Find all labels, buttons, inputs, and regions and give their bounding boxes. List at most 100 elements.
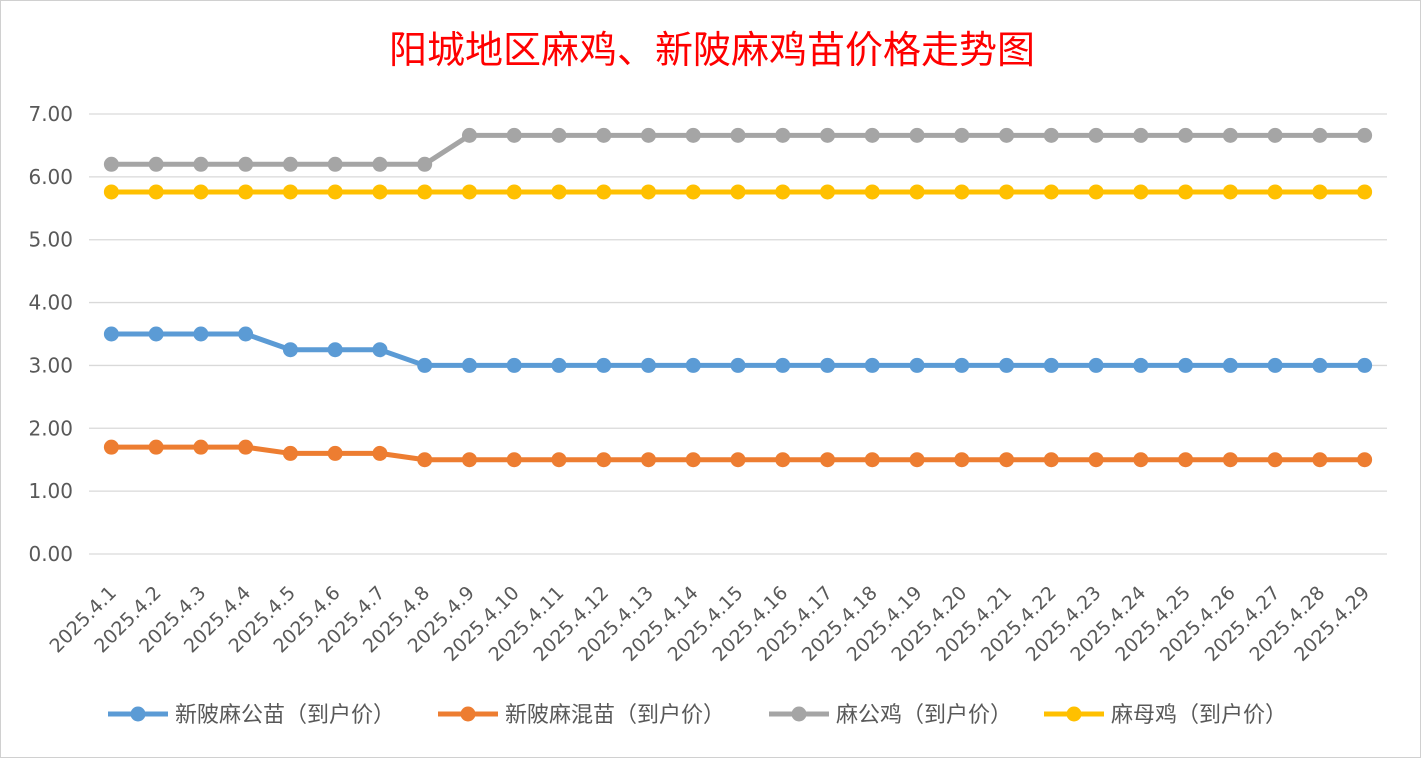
data-point bbox=[1178, 452, 1194, 468]
data-point bbox=[640, 452, 656, 468]
data-point bbox=[730, 452, 746, 468]
data-point bbox=[775, 452, 791, 468]
data-point bbox=[1222, 357, 1238, 373]
data-point bbox=[999, 357, 1015, 373]
data-point bbox=[103, 439, 119, 455]
data-point bbox=[193, 156, 209, 172]
data-point bbox=[1357, 127, 1373, 143]
data-point bbox=[1178, 184, 1194, 200]
data-point bbox=[954, 127, 970, 143]
data-point bbox=[417, 357, 433, 373]
gridlines bbox=[89, 113, 1387, 555]
y-tick-label: 7.00 bbox=[28, 102, 73, 126]
legend-entry: 麻母鸡（到户价） bbox=[1044, 703, 1287, 728]
series-4 bbox=[103, 184, 1373, 200]
data-point bbox=[685, 127, 701, 143]
data-point bbox=[1088, 452, 1104, 468]
data-point bbox=[1088, 357, 1104, 373]
y-tick-label: 1.00 bbox=[28, 479, 73, 503]
data-point bbox=[327, 342, 343, 358]
data-point bbox=[1267, 127, 1283, 143]
data-point bbox=[417, 184, 433, 200]
data-point bbox=[999, 184, 1015, 200]
data-point bbox=[417, 156, 433, 172]
data-point bbox=[1088, 184, 1104, 200]
data-point bbox=[282, 445, 298, 461]
data-point bbox=[909, 184, 925, 200]
data-point bbox=[909, 357, 925, 373]
data-point bbox=[148, 184, 164, 200]
data-point bbox=[1312, 184, 1328, 200]
data-point bbox=[506, 357, 522, 373]
data-point bbox=[1222, 127, 1238, 143]
chart-title: 阳城地区麻鸡、新陂麻鸡苗价格走势图 bbox=[389, 28, 1035, 72]
data-point bbox=[193, 439, 209, 455]
data-point bbox=[461, 127, 477, 143]
y-tick-label: 2.00 bbox=[28, 416, 73, 440]
data-point bbox=[1357, 452, 1373, 468]
data-point bbox=[1267, 452, 1283, 468]
data-point bbox=[820, 357, 836, 373]
data-point bbox=[1043, 127, 1059, 143]
y-tick-label: 3.00 bbox=[28, 353, 73, 377]
data-point bbox=[417, 452, 433, 468]
data-point bbox=[193, 326, 209, 342]
data-point bbox=[193, 184, 209, 200]
legend-entry: 新陂麻公苗（到户价） bbox=[108, 703, 395, 728]
legend-label: 新陂麻公苗（到户价） bbox=[175, 703, 395, 728]
data-point bbox=[730, 127, 746, 143]
y-axis-tick-labels: 0.00 1.00 2.00 3.00 4.00 5.00 6.00 7.00 bbox=[28, 102, 73, 566]
data-point bbox=[238, 184, 254, 200]
data-point bbox=[103, 326, 119, 342]
series-1 bbox=[103, 326, 1373, 373]
data-point bbox=[282, 342, 298, 358]
data-point bbox=[148, 156, 164, 172]
legend: 新陂麻公苗（到户价） 新陂麻混苗（到户价） 麻公鸡（到户价） 麻母鸡（到户价） bbox=[108, 703, 1287, 728]
data-point bbox=[864, 357, 880, 373]
data-point bbox=[372, 156, 388, 172]
data-point bbox=[506, 184, 522, 200]
legend-marker bbox=[791, 706, 807, 722]
data-point bbox=[238, 439, 254, 455]
data-point bbox=[1043, 452, 1059, 468]
data-point bbox=[461, 452, 477, 468]
data-point bbox=[282, 156, 298, 172]
data-point bbox=[730, 357, 746, 373]
data-point bbox=[1133, 127, 1149, 143]
data-point bbox=[1178, 357, 1194, 373]
legend-marker bbox=[130, 706, 146, 722]
data-point bbox=[506, 452, 522, 468]
data-point bbox=[327, 445, 343, 461]
data-point bbox=[596, 127, 612, 143]
data-point bbox=[327, 156, 343, 172]
data-point bbox=[327, 184, 343, 200]
data-point bbox=[551, 452, 567, 468]
data-point bbox=[954, 184, 970, 200]
data-point bbox=[1312, 452, 1328, 468]
data-point bbox=[596, 184, 612, 200]
data-point bbox=[640, 184, 656, 200]
data-point bbox=[1312, 127, 1328, 143]
data-point bbox=[461, 184, 477, 200]
data-point bbox=[999, 452, 1015, 468]
y-tick-label: 6.00 bbox=[28, 165, 73, 189]
data-point bbox=[954, 452, 970, 468]
data-point bbox=[1222, 452, 1238, 468]
data-point bbox=[909, 452, 925, 468]
data-point bbox=[551, 357, 567, 373]
data-point bbox=[820, 452, 836, 468]
data-point bbox=[596, 452, 612, 468]
data-point bbox=[640, 127, 656, 143]
series-2 bbox=[103, 439, 1373, 468]
data-point bbox=[148, 326, 164, 342]
data-point bbox=[238, 326, 254, 342]
series-lines bbox=[103, 127, 1373, 468]
data-point bbox=[1133, 452, 1149, 468]
data-point bbox=[640, 357, 656, 373]
data-point bbox=[864, 184, 880, 200]
legend-entry: 新陂麻混苗（到户价） bbox=[438, 703, 725, 728]
data-point bbox=[148, 439, 164, 455]
data-point bbox=[282, 184, 298, 200]
